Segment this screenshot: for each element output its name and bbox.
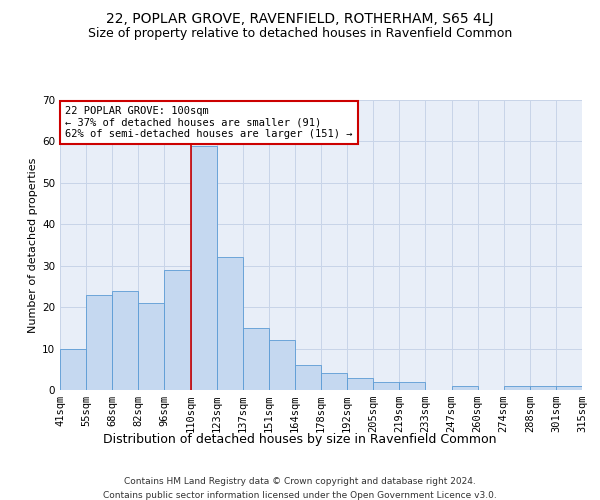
- Bar: [452, 386, 478, 390]
- Text: Contains public sector information licensed under the Open Government Licence v3: Contains public sector information licen…: [103, 491, 497, 500]
- Text: 22 POPLAR GROVE: 100sqm
← 37% of detached houses are smaller (91)
62% of semi-de: 22 POPLAR GROVE: 100sqm ← 37% of detache…: [65, 106, 353, 139]
- Text: 22, POPLAR GROVE, RAVENFIELD, ROTHERHAM, S65 4LJ: 22, POPLAR GROVE, RAVENFIELD, ROTHERHAM,…: [106, 12, 494, 26]
- Text: Contains HM Land Registry data © Crown copyright and database right 2024.: Contains HM Land Registry data © Crown c…: [124, 478, 476, 486]
- Bar: [373, 382, 400, 390]
- Bar: [112, 290, 139, 390]
- Bar: [86, 294, 112, 390]
- Bar: [269, 340, 295, 390]
- Text: Distribution of detached houses by size in Ravenfield Common: Distribution of detached houses by size …: [103, 432, 497, 446]
- Y-axis label: Number of detached properties: Number of detached properties: [28, 158, 38, 332]
- Bar: [191, 146, 217, 390]
- Bar: [321, 374, 347, 390]
- Bar: [556, 386, 582, 390]
- Bar: [217, 258, 243, 390]
- Bar: [295, 365, 321, 390]
- Bar: [139, 303, 164, 390]
- Bar: [504, 386, 530, 390]
- Bar: [60, 348, 86, 390]
- Bar: [347, 378, 373, 390]
- Bar: [400, 382, 425, 390]
- Bar: [530, 386, 556, 390]
- Bar: [164, 270, 191, 390]
- Bar: [242, 328, 269, 390]
- Text: Size of property relative to detached houses in Ravenfield Common: Size of property relative to detached ho…: [88, 28, 512, 40]
